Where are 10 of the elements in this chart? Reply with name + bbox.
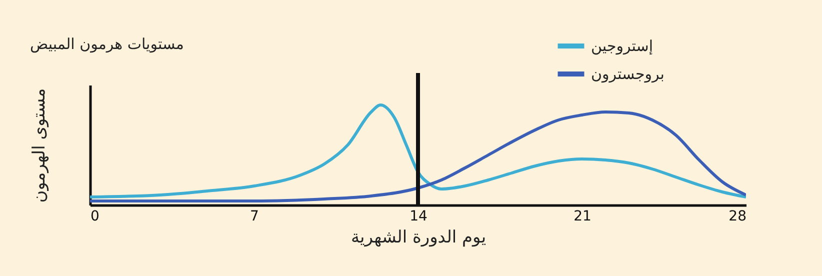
- chart-title: مستويات هرمون المبيض: [30, 35, 184, 53]
- x-axis-title: يوم الدورة الشهرية: [350, 228, 486, 248]
- x-tick-label: 0: [90, 208, 100, 224]
- x-tick-label: 21: [574, 208, 592, 224]
- x-tick-label: 14: [410, 208, 428, 224]
- legend-label: إستروجين: [591, 37, 653, 55]
- x-tick-label: 7: [250, 208, 259, 224]
- y-axis-title: مستوى الهرمون: [30, 88, 50, 203]
- legend-label: بروجسترون: [591, 65, 664, 83]
- x-tick-label: 28: [728, 208, 746, 224]
